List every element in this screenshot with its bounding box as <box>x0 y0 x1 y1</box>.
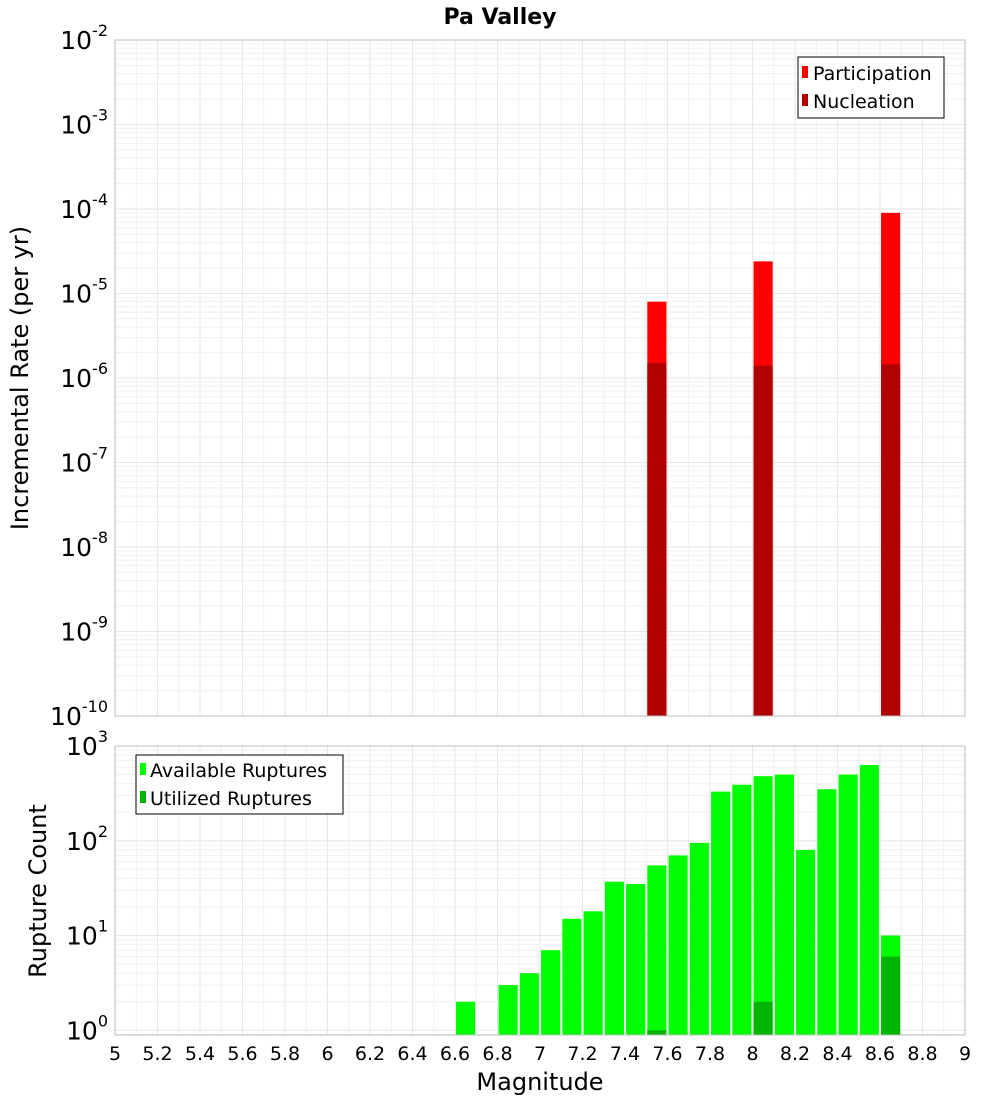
count-y-axis-label: Rupture Count <box>24 804 52 978</box>
x-tick-label: 6.2 <box>355 1043 385 1065</box>
nucleation-legend-swatch <box>802 94 808 106</box>
count-y-axis-ticks: 103 102 101 100 <box>66 727 108 1045</box>
x-tick-label: 8.2 <box>780 1043 810 1065</box>
available-ruptures-bar <box>838 774 858 1035</box>
available-ruptures-bar <box>498 985 518 1035</box>
x-tick-label: 7.8 <box>695 1043 725 1065</box>
utilized-ruptures-bar <box>753 1001 773 1035</box>
rate-plot-bars <box>647 212 901 716</box>
x-tick-label: 5.8 <box>270 1043 300 1065</box>
rate-plot: 10-2 10-3 10-4 10-5 10-6 10-7 10-8 10-9 10-10 In… <box>6 21 966 731</box>
available-ruptures-bar <box>732 784 752 1035</box>
rate-y-tick-label: 10-3 <box>60 106 108 140</box>
available-ruptures-bar <box>668 855 688 1035</box>
rate-plot-grid <box>114 39 966 717</box>
nucleation-bar <box>753 365 773 716</box>
count-y-tick-label: 102 <box>66 822 108 856</box>
available-ruptures-bar <box>562 918 582 1035</box>
x-tick-label: 5.4 <box>185 1043 215 1065</box>
utilized-ruptures-bar <box>647 1030 667 1035</box>
rate-y-tick-label: 10-4 <box>60 190 108 224</box>
utilized-legend-label: Utilized Ruptures <box>150 788 312 810</box>
rate-y-axis-label: Incremental Rate (per yr) <box>6 226 34 530</box>
x-tick-label: 8 <box>746 1043 758 1065</box>
count-plot-bars <box>456 765 901 1035</box>
x-tick-label: 7.6 <box>652 1043 682 1065</box>
rate-plot-frame <box>114 39 966 717</box>
available-ruptures-bar <box>796 849 816 1035</box>
x-tick-label: 7 <box>534 1043 546 1065</box>
participation-legend-label: Participation <box>813 63 932 85</box>
x-tick-label: 6.4 <box>397 1043 427 1065</box>
x-tick-label: 5 <box>109 1043 121 1065</box>
rate-y-tick-label: 10-10 <box>50 697 108 731</box>
available-ruptures-bar <box>647 865 667 1035</box>
rate-legend-box <box>797 56 945 119</box>
nucleation-bar <box>647 363 667 716</box>
participation-legend-swatch <box>802 66 808 78</box>
count-y-tick-label: 101 <box>66 917 108 951</box>
x-tick-label: 8.4 <box>822 1043 852 1065</box>
count-legend-box <box>135 754 344 815</box>
rate-y-tick-label: 10-8 <box>60 528 108 562</box>
count-y-tick-label: 103 <box>66 727 108 761</box>
x-tick-label: 6.8 <box>482 1043 512 1065</box>
x-tick-label: 6.6 <box>440 1043 470 1065</box>
available-ruptures-bar <box>817 789 837 1035</box>
x-tick-label: 6 <box>321 1043 333 1065</box>
available-ruptures-bar <box>859 765 879 1035</box>
rate-y-tick-label: 10-2 <box>60 21 108 55</box>
nucleation-bar <box>881 364 901 716</box>
available-legend-label: Available Ruptures <box>150 760 327 782</box>
count-y-tick-label: 100 <box>66 1011 108 1045</box>
x-axis-ticks: 5 5.2 5.4 5.6 5.8 6 6.2 6.4 6.6 6.8 7 7.2 7.4 7.6 7.8 8… <box>109 1043 971 1065</box>
nucleation-legend-label: Nucleation <box>813 91 915 113</box>
x-tick-label: 7.4 <box>610 1043 640 1065</box>
count-plot-frame <box>114 745 966 1036</box>
x-tick-label: 8.8 <box>907 1043 937 1065</box>
rate-y-tick-label: 10-5 <box>60 275 108 309</box>
count-plot: 103 102 101 100 Rupture Count Available Rup… <box>24 727 966 1045</box>
utilized-legend-swatch <box>140 791 146 803</box>
available-ruptures-bar <box>711 791 731 1035</box>
x-tick-label: 5.2 <box>142 1043 172 1065</box>
available-ruptures-bar <box>753 776 773 1035</box>
rate-legend: Participation Nucleation <box>797 56 945 119</box>
x-tick-label: 9 <box>959 1043 971 1065</box>
x-tick-label: 5.6 <box>227 1043 257 1065</box>
chart-title: Pa Valley <box>443 5 556 30</box>
available-ruptures-bar <box>626 883 646 1035</box>
x-tick-label: 7.2 <box>567 1043 597 1065</box>
rate-y-tick-label: 10-7 <box>60 444 108 478</box>
x-tick-label: 8.6 <box>865 1043 895 1065</box>
available-ruptures-bar <box>774 774 794 1035</box>
available-ruptures-bar <box>519 973 539 1035</box>
available-ruptures-bar <box>541 950 561 1035</box>
count-legend: Available Ruptures Utilized Ruptures <box>135 754 344 815</box>
available-ruptures-bar <box>604 881 624 1035</box>
available-ruptures-bar <box>456 1001 476 1035</box>
rate-y-tick-label: 10-9 <box>60 613 108 647</box>
utilized-ruptures-bar <box>881 956 901 1035</box>
available-ruptures-bar <box>583 911 603 1035</box>
x-axis-label: Magnitude <box>476 1068 603 1096</box>
available-ruptures-bar <box>689 842 709 1035</box>
available-legend-swatch <box>140 763 146 775</box>
rate-y-tick-label: 10-6 <box>60 359 108 393</box>
rate-y-axis-ticks: 10-2 10-3 10-4 10-5 10-6 10-7 10-8 10-9 10-10 <box>50 21 108 731</box>
